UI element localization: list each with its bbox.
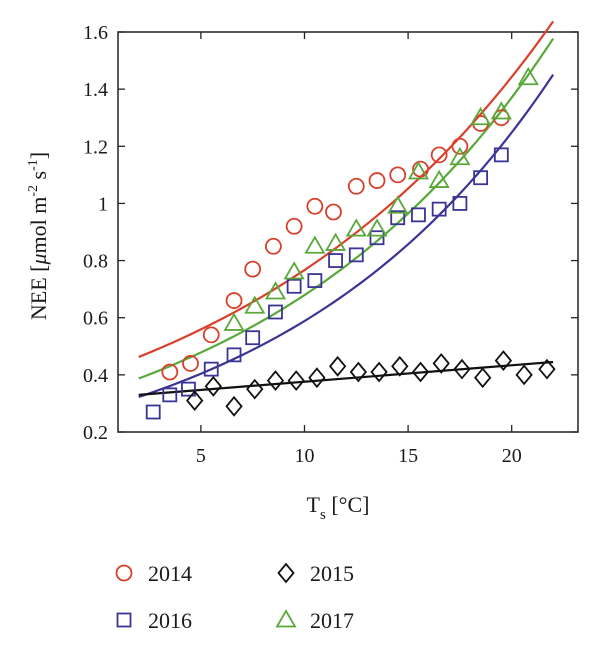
point-2015 [474, 367, 492, 389]
point-2014 [368, 172, 386, 189]
point-2014 [244, 260, 262, 278]
point-2014 [412, 160, 429, 178]
point-2015 [349, 361, 368, 383]
point-2014 [265, 237, 282, 255]
point-2014 [451, 137, 469, 155]
point-2014 [306, 197, 324, 215]
point-2015 [266, 370, 285, 391]
point-2015 [432, 353, 450, 374]
point-2016 [431, 201, 447, 217]
legend-marker-2016 [116, 612, 132, 628]
y-tick-label: 0.4 [83, 365, 108, 387]
point-2016 [348, 247, 364, 263]
point-2016 [452, 196, 468, 211]
x-tick-label: 5 [196, 445, 206, 467]
y-tick-label: 1.4 [83, 79, 108, 101]
legend-label-2017: 2017 [310, 608, 354, 633]
y-axis-label: NEE [μmol m-2 s-1] [26, 152, 51, 320]
point-2014 [202, 326, 220, 344]
point-2016 [307, 273, 323, 288]
point-2016 [245, 330, 261, 346]
plot-area-border [117, 31, 579, 433]
y-tick-label: 1.6 [83, 22, 108, 44]
point-2016 [268, 304, 283, 320]
axis-ticks: 5 10 15 20 0.2 0.4 0.6 0.8 1 1.2 1.4 1.6 [83, 22, 578, 467]
point-2015 [453, 358, 471, 380]
point-2017 [366, 218, 388, 237]
point-2015 [538, 358, 556, 380]
legend-label-2015: 2015 [310, 561, 354, 586]
y-tick-label: 1.2 [83, 136, 108, 158]
plot-frame [117, 31, 579, 433]
point-2016 [390, 210, 406, 226]
point-2017 [517, 66, 539, 86]
point-2015 [494, 350, 513, 371]
point-2015 [411, 361, 430, 383]
point-2016 [369, 230, 385, 246]
point-2014 [225, 292, 243, 309]
point-2015 [225, 395, 243, 417]
point-2017 [387, 195, 409, 214]
point-2017 [264, 281, 287, 300]
point-2014 [325, 203, 342, 221]
point-2017 [244, 295, 266, 314]
point-2016 [145, 404, 161, 420]
point-2014 [285, 217, 303, 235]
point-2016 [286, 278, 302, 294]
x-tick-label: 15 [398, 445, 418, 467]
point-2017 [490, 101, 512, 120]
point-2014 [161, 363, 179, 381]
x-tick-label: 20 [502, 445, 522, 467]
fit-lines [138, 20, 555, 399]
markers [145, 66, 556, 420]
point-2014 [347, 177, 365, 195]
point-2017 [449, 146, 471, 166]
legend-marker-2017 [275, 609, 297, 628]
point-2017 [304, 235, 326, 254]
fit-line-2017 [138, 37, 555, 380]
x-axis-label: Ts [°C] [307, 492, 370, 523]
point-2017 [470, 106, 492, 126]
point-2015 [391, 355, 409, 377]
point-2016 [226, 347, 242, 363]
point-2015 [308, 367, 326, 389]
y-tick-label: 0.8 [83, 251, 108, 273]
point-2016 [493, 147, 509, 163]
point-2016 [411, 207, 426, 223]
y-tick-label: 0.2 [83, 422, 108, 444]
point-2017 [223, 312, 245, 331]
legend-marker-2014 [115, 564, 133, 582]
point-2015 [328, 355, 347, 377]
fit-line-2016 [138, 74, 555, 399]
point-2014 [389, 166, 407, 184]
point-2015 [515, 364, 533, 386]
legend: 2014 2015 2016 2017 [115, 561, 354, 633]
point-2017 [345, 218, 367, 237]
fit-line-2014 [138, 20, 555, 359]
legend-marker-2015 [277, 562, 295, 584]
point-2016 [181, 381, 196, 397]
point-2016 [473, 170, 489, 186]
point-2017 [325, 232, 347, 251]
point-2015 [185, 390, 204, 411]
point-2017 [283, 261, 305, 280]
point-2017 [407, 161, 430, 180]
point-2017 [428, 169, 450, 188]
x-tick-label: 10 [294, 445, 314, 467]
point-2016 [203, 361, 219, 377]
point-2015 [287, 370, 305, 391]
point-2014 [182, 355, 199, 372]
point-2016 [328, 253, 343, 268]
point-2015 [370, 361, 388, 383]
point-2014 [430, 146, 448, 164]
y-tick-label: 0.6 [83, 308, 108, 330]
y-tick-label: 1 [98, 193, 108, 215]
point-2016 [162, 387, 178, 403]
point-2015 [204, 375, 222, 397]
legend-label-2014: 2014 [148, 561, 192, 586]
fit-line-2015 [138, 360, 554, 396]
legend-label-2016: 2016 [148, 608, 192, 633]
point-2015 [246, 378, 264, 400]
